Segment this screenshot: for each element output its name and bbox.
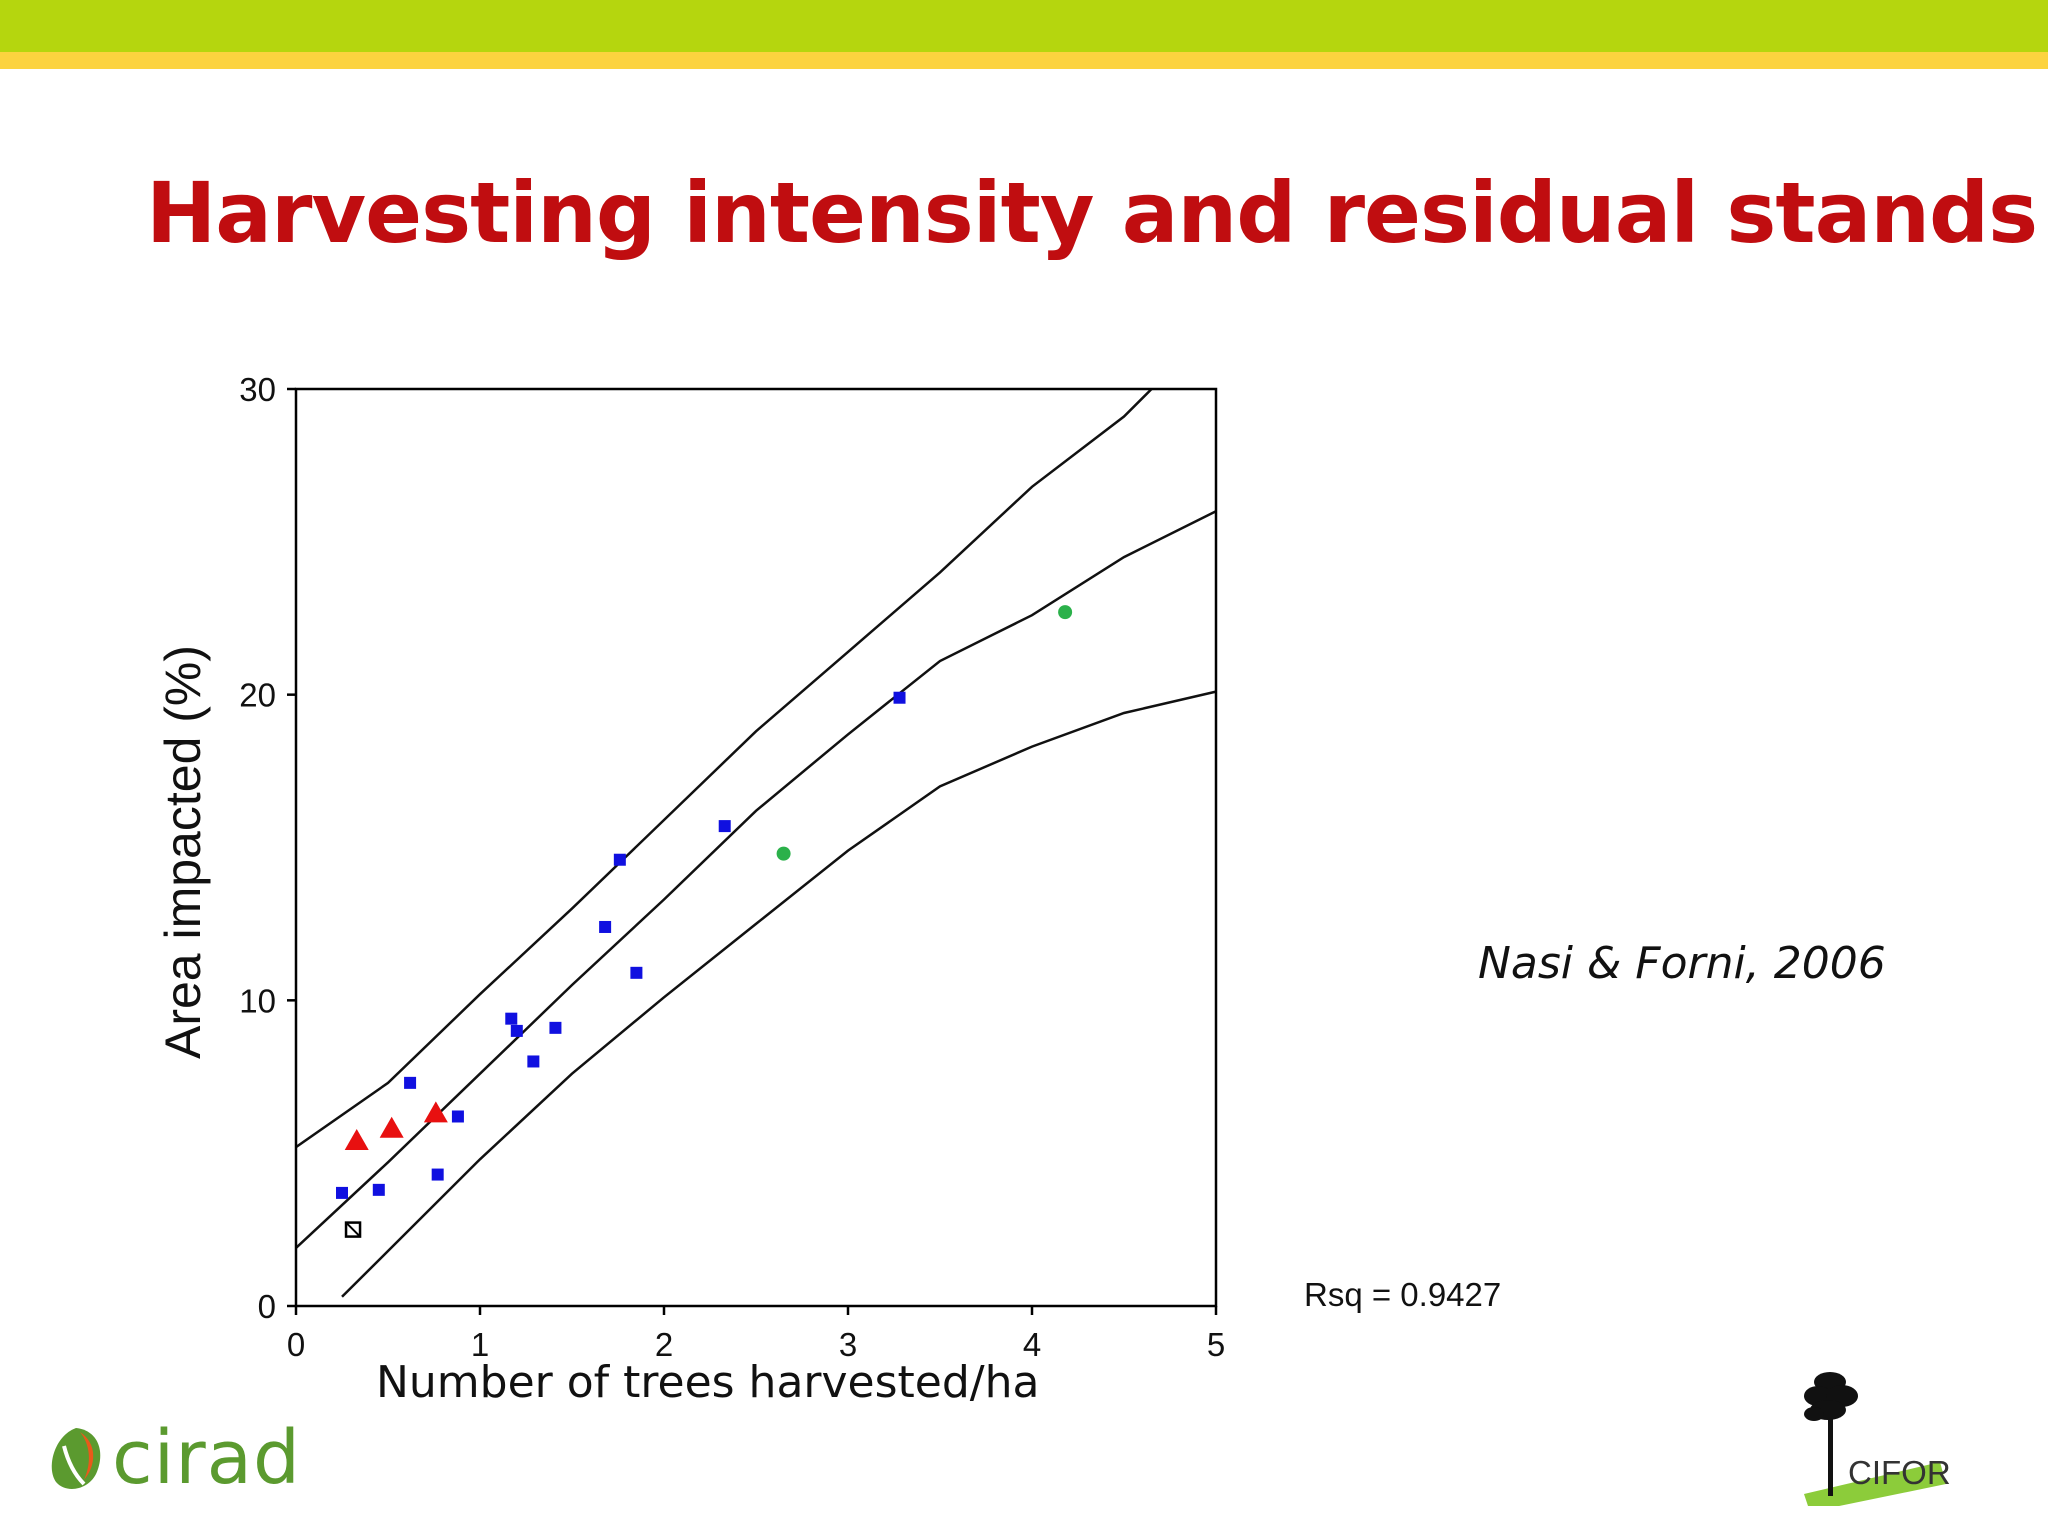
data-point-square [505,1012,518,1025]
data-point-square [451,1110,464,1123]
data-point-square [718,820,731,833]
cifor-tree-icon [1804,1372,1946,1506]
data-point-triangle [379,1116,404,1138]
cirad-wordmark: cirad [112,1415,301,1501]
cifor-wordmark: CIFOR [1848,1454,1951,1491]
fit-line-lower [341,690,1217,1298]
data-point-square [549,1021,562,1034]
data-point-square [404,1076,417,1089]
fit-lines [295,388,1217,1298]
data-point-square [431,1168,444,1181]
data-point-square [893,691,906,704]
x-tick-label: 3 [839,1326,857,1363]
plot-frame [294,387,1218,1308]
x-tick-label: 5 [1207,1326,1225,1363]
x-tick-label: 1 [471,1326,489,1363]
data-point-square [599,920,612,933]
cifor-logo: CIFOR [1800,1366,1960,1506]
y-tick-label: 20 [239,677,276,714]
y-tick-labels: 0 10 20 30 [239,371,276,1325]
x-axis-label: Number of trees harvested/ha [376,1357,1040,1408]
x-tick-labels: 0 1 2 3 4 5 [287,1326,1225,1363]
data-point-triangle [423,1101,448,1123]
x-tick-label: 2 [655,1326,673,1363]
data-point-square [613,853,626,866]
y-tick-label: 30 [239,371,276,408]
rsq-label: Rsq = 0.9427 [1304,1276,1502,1313]
cirad-leaf-icon [51,1428,101,1489]
top-band-green [0,0,2048,52]
data-point-circle [776,846,791,861]
fit-line-upper [295,388,1153,1149]
data-point-square [527,1055,540,1068]
axis-ticks [287,387,1218,1315]
y-tick-label: 10 [239,982,276,1019]
crossed-square-diagonal [345,1221,361,1238]
data-points [336,605,1073,1238]
top-band-yellow [0,52,2048,69]
data-point-square [372,1183,385,1196]
fit-line-fit [295,510,1217,1249]
cirad-logo: cirad [46,1408,300,1518]
data-point-triangle [344,1128,369,1150]
slide-title: Harvesting intensity and residual stands [146,164,2038,262]
data-point-square [336,1186,348,1199]
data-point-square [510,1024,523,1037]
citation: Nasi & Forni, 2006 [1478,938,1886,989]
y-tick-label: 0 [258,1288,276,1325]
y-axis-label: Area impacted (%) [155,645,211,1059]
data-point-circle [1058,605,1073,620]
data-point-crossed-square [344,1221,362,1238]
data-point-square [630,966,643,979]
x-tick-label: 4 [1023,1326,1041,1363]
x-tick-label: 0 [287,1326,305,1363]
